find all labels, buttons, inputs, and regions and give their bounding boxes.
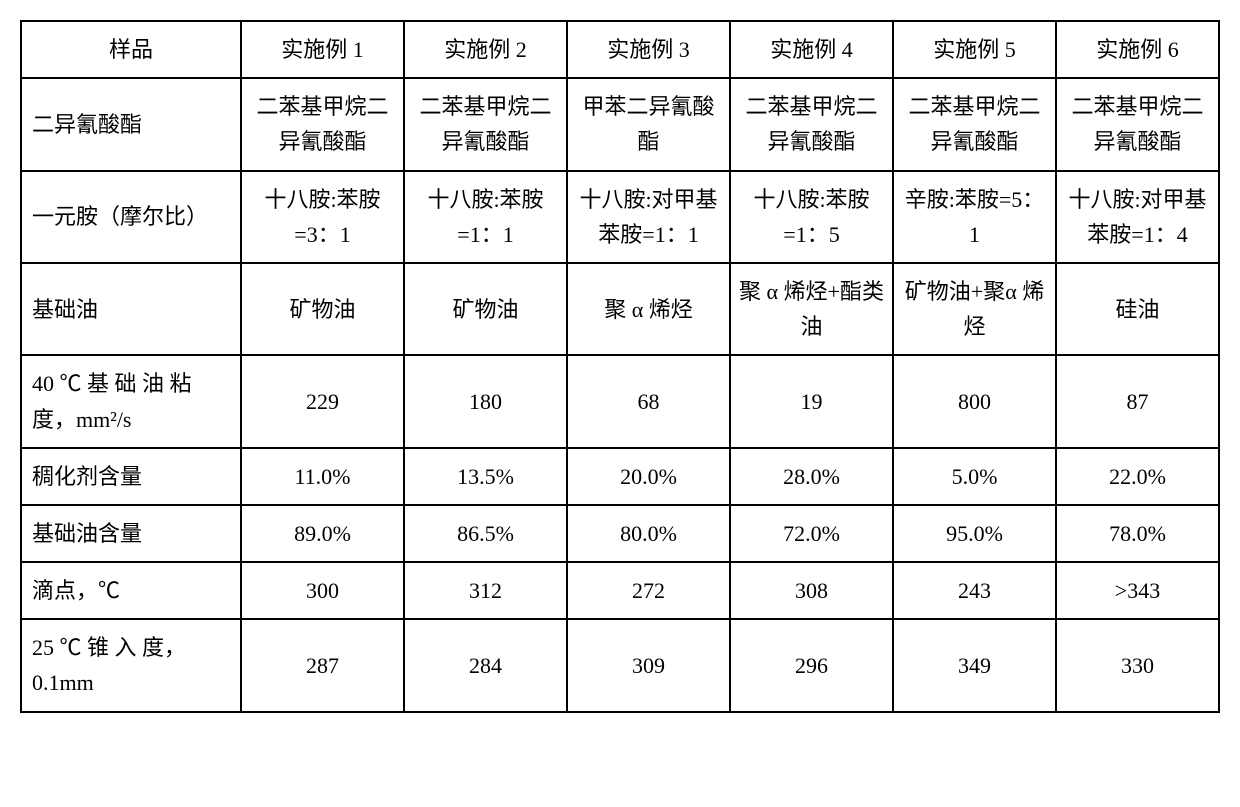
data-cell: 330 xyxy=(1056,619,1219,711)
data-cell: 80.0% xyxy=(567,505,730,562)
data-cell: 二苯基甲烷二异氰酸酯 xyxy=(893,78,1056,170)
row-label: 40 ℃ 基 础 油 粘度，mm²/s xyxy=(21,355,241,447)
data-cell: 300 xyxy=(241,562,404,619)
data-cell: 180 xyxy=(404,355,567,447)
data-cell: 89.0% xyxy=(241,505,404,562)
data-cell: 229 xyxy=(241,355,404,447)
data-cell: 聚 α 烯烃 xyxy=(567,263,730,355)
table-row: 滴点，℃300312272308243>343 xyxy=(21,562,1219,619)
data-cell: 11.0% xyxy=(241,448,404,505)
row-label: 基础油含量 xyxy=(21,505,241,562)
table-body: 二异氰酸酯二苯基甲烷二异氰酸酯二苯基甲烷二异氰酸酯甲苯二异氰酸酯二苯基甲烷二异氰… xyxy=(21,78,1219,711)
data-cell: 十八胺:苯胺=3：1 xyxy=(241,171,404,263)
col-header: 实施例 1 xyxy=(241,21,404,78)
data-cell: 辛胺:苯胺=5：1 xyxy=(893,171,1056,263)
data-cell: 矿物油 xyxy=(404,263,567,355)
data-cell: 矿物油 xyxy=(241,263,404,355)
row-label: 25 ℃ 锥 入 度，0.1mm xyxy=(21,619,241,711)
row-label: 一元胺（摩尔比） xyxy=(21,171,241,263)
data-cell: 312 xyxy=(404,562,567,619)
data-cell: 308 xyxy=(730,562,893,619)
data-cell: 硅油 xyxy=(1056,263,1219,355)
data-cell: 13.5% xyxy=(404,448,567,505)
data-table: 样品 实施例 1 实施例 2 实施例 3 实施例 4 实施例 5 实施例 6 二… xyxy=(20,20,1220,713)
data-cell: 95.0% xyxy=(893,505,1056,562)
data-cell: 78.0% xyxy=(1056,505,1219,562)
data-cell: 十八胺:苯胺=1：1 xyxy=(404,171,567,263)
data-cell: 十八胺:苯胺=1：5 xyxy=(730,171,893,263)
col-header: 样品 xyxy=(21,21,241,78)
col-header: 实施例 4 xyxy=(730,21,893,78)
data-cell: 二苯基甲烷二异氰酸酯 xyxy=(730,78,893,170)
data-cell: 272 xyxy=(567,562,730,619)
data-cell: 十八胺:对甲基苯胺=1：1 xyxy=(567,171,730,263)
header-row: 样品 实施例 1 实施例 2 实施例 3 实施例 4 实施例 5 实施例 6 xyxy=(21,21,1219,78)
data-cell: 68 xyxy=(567,355,730,447)
data-cell: 309 xyxy=(567,619,730,711)
data-cell: 二苯基甲烷二异氰酸酯 xyxy=(1056,78,1219,170)
data-cell: 20.0% xyxy=(567,448,730,505)
data-cell: 十八胺:对甲基苯胺=1：4 xyxy=(1056,171,1219,263)
row-label: 二异氰酸酯 xyxy=(21,78,241,170)
data-cell: 二苯基甲烷二异氰酸酯 xyxy=(404,78,567,170)
data-cell: 243 xyxy=(893,562,1056,619)
data-cell: 296 xyxy=(730,619,893,711)
table-row: 基础油矿物油矿物油聚 α 烯烃聚 α 烯烃+酯类油矿物油+聚α 烯烃硅油 xyxy=(21,263,1219,355)
row-label: 稠化剂含量 xyxy=(21,448,241,505)
data-cell: 22.0% xyxy=(1056,448,1219,505)
data-cell: 矿物油+聚α 烯烃 xyxy=(893,263,1056,355)
table-row: 40 ℃ 基 础 油 粘度，mm²/s229180681980087 xyxy=(21,355,1219,447)
data-cell: 287 xyxy=(241,619,404,711)
data-cell: 聚 α 烯烃+酯类油 xyxy=(730,263,893,355)
data-cell: 284 xyxy=(404,619,567,711)
row-label: 滴点，℃ xyxy=(21,562,241,619)
data-cell: 72.0% xyxy=(730,505,893,562)
data-cell: 87 xyxy=(1056,355,1219,447)
data-cell: 86.5% xyxy=(404,505,567,562)
table-row: 基础油含量89.0%86.5%80.0%72.0%95.0%78.0% xyxy=(21,505,1219,562)
col-header: 实施例 3 xyxy=(567,21,730,78)
data-cell: 二苯基甲烷二异氰酸酯 xyxy=(241,78,404,170)
data-cell: 5.0% xyxy=(893,448,1056,505)
col-header: 实施例 5 xyxy=(893,21,1056,78)
row-label: 基础油 xyxy=(21,263,241,355)
table-row: 25 ℃ 锥 入 度，0.1mm287284309296349330 xyxy=(21,619,1219,711)
data-cell: 28.0% xyxy=(730,448,893,505)
data-cell: 19 xyxy=(730,355,893,447)
data-cell: >343 xyxy=(1056,562,1219,619)
table-row: 稠化剂含量11.0%13.5%20.0%28.0%5.0%22.0% xyxy=(21,448,1219,505)
data-cell: 349 xyxy=(893,619,1056,711)
table-row: 一元胺（摩尔比）十八胺:苯胺=3：1十八胺:苯胺=1：1十八胺:对甲基苯胺=1：… xyxy=(21,171,1219,263)
table-row: 二异氰酸酯二苯基甲烷二异氰酸酯二苯基甲烷二异氰酸酯甲苯二异氰酸酯二苯基甲烷二异氰… xyxy=(21,78,1219,170)
col-header: 实施例 6 xyxy=(1056,21,1219,78)
col-header: 实施例 2 xyxy=(404,21,567,78)
data-cell: 800 xyxy=(893,355,1056,447)
data-cell: 甲苯二异氰酸酯 xyxy=(567,78,730,170)
